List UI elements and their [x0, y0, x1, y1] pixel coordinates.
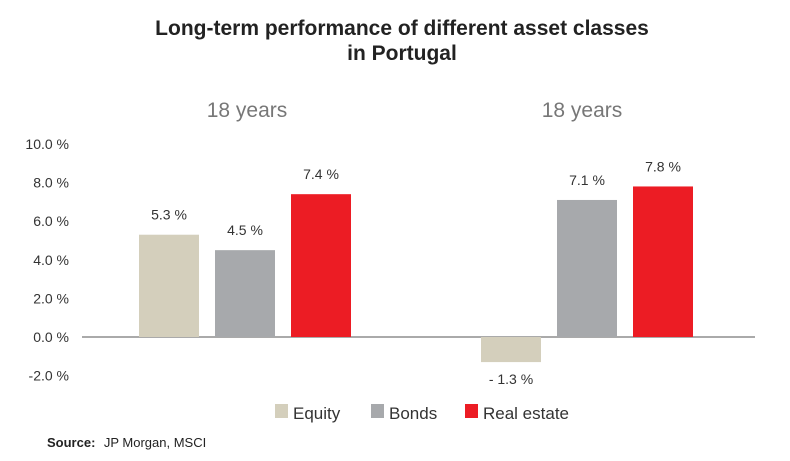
bar-real-estate: [291, 194, 351, 337]
bar-equity: [139, 234, 199, 337]
y-tick-label: 4.0 %: [33, 252, 69, 268]
data-label: 7.8 %: [645, 158, 681, 174]
source-value: JP Morgan, MSCI: [104, 435, 206, 450]
bar-equity: [481, 337, 541, 363]
y-tick-label: -2.0 %: [29, 368, 69, 384]
data-label: 5.3 %: [151, 207, 187, 223]
chart-title-line: in Portugal: [347, 42, 457, 65]
legend-swatch: [465, 404, 478, 418]
group-label: 18 years: [207, 99, 288, 122]
legend-label: Equity: [293, 404, 341, 423]
legend: Equity Bonds Real estate: [275, 404, 569, 423]
legend-swatch: [371, 404, 384, 418]
y-tick-label: 8.0 %: [33, 175, 69, 191]
y-tick-label: 0.0 %: [33, 329, 69, 345]
group-labels: 18 years 18 years: [207, 99, 623, 122]
y-tick-label: 2.0 %: [33, 290, 69, 306]
data-label: - 1.3 %: [489, 371, 533, 387]
source-label: Source:: [47, 435, 95, 450]
chart-title: Long-term performance of different asset…: [155, 17, 649, 65]
bar-bonds: [557, 199, 617, 337]
legend-label: Real estate: [483, 404, 569, 423]
chart-title-line: Long-term performance of different asset…: [155, 17, 649, 40]
bar-bonds: [215, 250, 275, 337]
data-label: 7.1 %: [569, 172, 605, 188]
data-label: 7.4 %: [303, 166, 339, 182]
bar-real-estate: [633, 186, 693, 337]
legend-swatch: [275, 404, 288, 418]
y-tick-label: 10.0 %: [25, 136, 69, 152]
legend-label: Bonds: [389, 404, 437, 423]
source-note: Source: JP Morgan, MSCI: [47, 434, 206, 451]
group-label: 18 years: [542, 99, 623, 122]
bars: 5.3 % 4.5 % 7.4 % - 1.3 % 7.1 % 7.8 %: [139, 158, 693, 387]
data-label: 4.5 %: [227, 222, 263, 238]
y-tick-label: 6.0 %: [33, 213, 69, 229]
y-axis-ticks: 10.0 % 8.0 % 6.0 % 4.0 % 2.0 % 0.0 % -2.0 %: [25, 136, 69, 384]
